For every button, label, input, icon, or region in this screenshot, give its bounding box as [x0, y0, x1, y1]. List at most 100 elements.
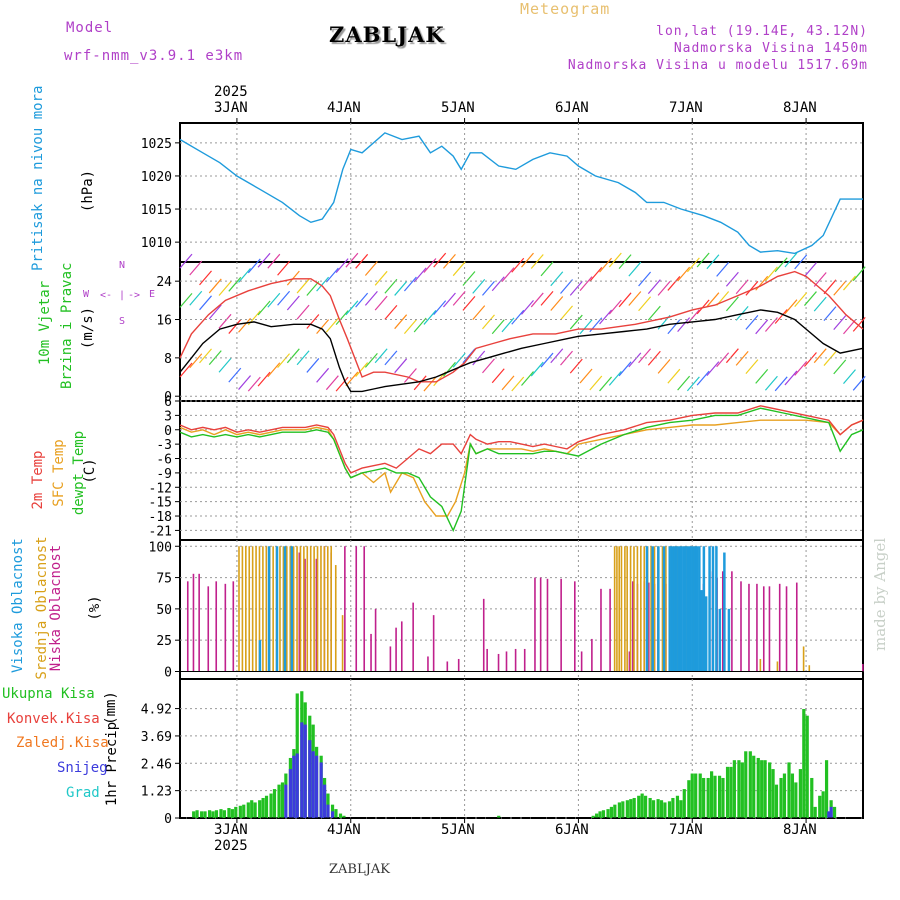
- cloud-bar-srednja: [661, 546, 664, 672]
- wind-arrow: [247, 258, 261, 274]
- wind-arrow: [482, 358, 495, 374]
- wind-arrow: [179, 293, 193, 308]
- precip-bar-ukupna-kisa: [717, 775, 722, 818]
- cloud-bar-niska: [344, 546, 346, 672]
- cloud-bar-niska: [186, 581, 189, 672]
- cloud-bar-srednja: [251, 546, 254, 672]
- wind-arrow: [716, 261, 730, 277]
- wind-arrow: [208, 278, 222, 294]
- wind-arrow: [179, 253, 193, 269]
- wind-arrow: [755, 369, 769, 384]
- precip-bar-ukupna-kisa: [805, 715, 809, 818]
- wind-arrow: [618, 292, 632, 308]
- wind-arrow: [384, 278, 398, 294]
- cloud-bar-niska: [591, 638, 593, 672]
- cloud-bar-visoka: [695, 546, 699, 672]
- wind-arrow: [413, 267, 427, 283]
- precip-bar-ukupna-kisa: [637, 795, 641, 818]
- wind-arrow: [706, 292, 720, 308]
- cloud-bar-niska: [600, 588, 602, 672]
- cloud-bar-srednja: [640, 546, 642, 672]
- cloud-bar-srednja: [624, 546, 626, 672]
- wind-arrow: [286, 348, 300, 364]
- legend-convective: Konvek.Kisa: [7, 711, 100, 727]
- wind-arrow: [540, 291, 554, 306]
- wind-arrow: [706, 254, 720, 270]
- cloud-bar-niska: [721, 571, 724, 672]
- precip-bar-ukupna-kisa: [269, 793, 273, 818]
- y-tick-label: 6: [164, 395, 172, 410]
- wind-arrow: [657, 280, 671, 296]
- wind-arrow: [618, 361, 632, 377]
- precip-bar-ukupna-kisa: [813, 806, 817, 818]
- precip-bar-ukupna-kisa: [687, 780, 691, 818]
- cloud-bar-niska: [523, 648, 526, 672]
- cloud-bar-niska: [207, 586, 210, 672]
- wind-arrow: [316, 276, 330, 292]
- cloud-bar-niska: [748, 583, 750, 672]
- wind-arrow: [843, 275, 856, 291]
- compass-arrow-left: <-: [100, 290, 113, 301]
- wind-arrow: [813, 348, 827, 364]
- wind-arrow: [764, 266, 778, 282]
- wind-arrow: [638, 296, 652, 312]
- wind-arrow: [218, 313, 232, 329]
- wind-arrow: [774, 309, 788, 324]
- precip-bar-ukupna-kisa: [192, 811, 196, 818]
- wind-arrow: [823, 351, 837, 366]
- station-title: ZABLJAK: [329, 22, 445, 47]
- wind-arrow: [403, 368, 417, 383]
- wind-arrow: [238, 375, 251, 390]
- cloud-bar-niska: [224, 583, 227, 672]
- precip-bar-ukupna-kisa: [768, 762, 772, 818]
- precip-bar-ukupna-kisa: [756, 757, 760, 818]
- wind-arrow: [852, 375, 866, 391]
- cloud-bar-niska: [778, 583, 781, 672]
- wind-arrow: [189, 353, 203, 369]
- wind-arrow: [823, 279, 837, 295]
- cloud-bar-srednja: [258, 546, 261, 672]
- precip-bar-ukupna-kisa: [706, 777, 710, 818]
- sfc-temp-line: [179, 419, 864, 517]
- cloud-bar-visoka: [727, 608, 731, 672]
- cloud-bar-niska: [446, 661, 449, 672]
- wind-arrow: [735, 351, 749, 366]
- wind-arrow: [433, 300, 447, 315]
- precip-bar-snijeg: [288, 769, 293, 818]
- wind-arrow: [228, 319, 242, 334]
- wind-arrow: [540, 261, 554, 277]
- cloud-bar-srednja: [636, 546, 639, 672]
- wind-arrow: [833, 359, 847, 375]
- date-tick-top: 8JAN: [783, 100, 817, 116]
- model-elevation: Nadmorska Visina u modelu 1517.69m: [567, 58, 868, 73]
- wind-arrow: [442, 254, 456, 269]
- wind-arrow: [472, 350, 486, 366]
- cloud-bar-niska: [731, 571, 733, 672]
- cloud-bar-srednja: [245, 546, 247, 672]
- cloud-bar-niska: [740, 581, 742, 672]
- wind-arrow: [228, 276, 242, 292]
- wind-arrow: [199, 348, 212, 364]
- panel-frame-clouds: [179, 539, 864, 680]
- cloud-bar-srednja: [629, 546, 632, 672]
- cloud-bar-visoka: [275, 546, 279, 672]
- precip-bar-ukupna-kisa: [338, 813, 343, 818]
- precip-bar-ukupna-kisa: [690, 773, 694, 818]
- wind-arrow: [325, 317, 339, 333]
- precip-bar-ukupna-kisa: [601, 810, 606, 818]
- wind-arrow: [423, 310, 437, 325]
- cloud-bar-niska: [534, 577, 536, 672]
- precip-bar-snijeg: [303, 724, 307, 818]
- y-tick-label: 3.69: [141, 730, 172, 745]
- wind-arrow: [394, 358, 408, 374]
- precip-bar-ukupna-kisa: [729, 766, 733, 818]
- wind-arrow: [589, 375, 603, 391]
- wind-arrow: [725, 296, 739, 312]
- cloud-bar-visoka: [657, 546, 660, 672]
- precip-bar-snijeg: [827, 811, 831, 818]
- precip-bar-ukupna-kisa: [609, 806, 614, 818]
- y-tick-label: 16: [156, 314, 172, 329]
- cloud-bar-srednja: [313, 546, 315, 672]
- cloud-bar-niska: [192, 573, 195, 672]
- wind-arrow: [550, 271, 564, 287]
